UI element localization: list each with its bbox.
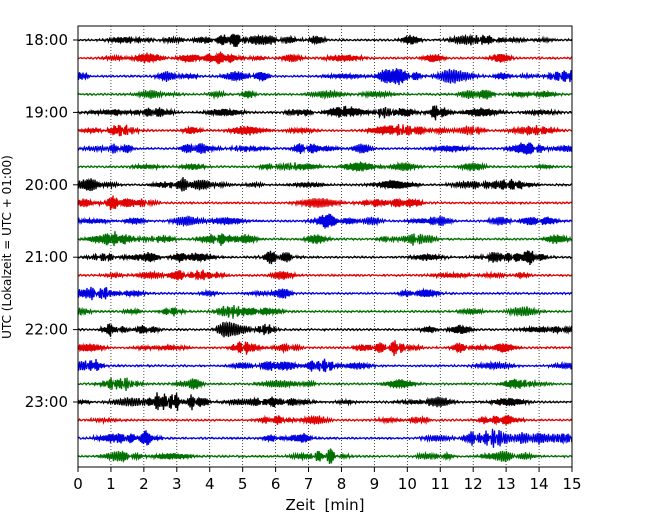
trace-2315 <box>77 414 573 426</box>
x-tick-label: 10 <box>398 475 417 493</box>
trace-2100 <box>77 250 573 266</box>
y-axis-label: UTC (Lokalzeit = UTC + 01:00) <box>0 155 14 339</box>
trace-2230 <box>77 358 573 373</box>
x-tick-label: 7 <box>304 475 314 493</box>
trace-1900 <box>77 105 573 121</box>
trace-1945 <box>77 161 573 173</box>
x-tick-label: 4 <box>205 475 215 493</box>
trace-2030 <box>77 213 573 229</box>
trace-2345 <box>77 448 573 465</box>
x-tick-label: 1 <box>106 475 116 493</box>
x-tick-label: 0 <box>73 475 83 493</box>
trace-1845 <box>77 89 573 100</box>
x-tick-label: 12 <box>464 475 483 493</box>
x-tick-label: 2 <box>139 475 149 493</box>
x-tick-label: 3 <box>172 475 182 493</box>
trace-2000 <box>77 177 573 192</box>
x-axis-ticks: 0 1 2 3 4 5 6 7 8 9 10 11 12 13 14 15 <box>73 467 582 493</box>
trace-2130 <box>77 286 573 301</box>
trace-2015 <box>77 195 573 211</box>
y-axis-ticks: 18:00 19:00 20:00 21:00 22:00 23:00 <box>25 31 78 411</box>
x-tick-label: 9 <box>370 475 380 493</box>
trace-2245 <box>77 377 573 391</box>
x-tick-label: 15 <box>562 475 581 493</box>
trace-1800 <box>77 33 573 47</box>
plot-frame <box>77 25 573 468</box>
y-tick-label: 19:00 <box>25 103 68 121</box>
x-tick-label: 11 <box>431 475 450 493</box>
x-tick-label: 6 <box>271 475 281 493</box>
trace-1815 <box>77 51 573 65</box>
trace-1930 <box>77 142 573 155</box>
trace-2115 <box>77 269 573 281</box>
x-tick-label: 13 <box>497 475 516 493</box>
y-tick-label: 18:00 <box>25 31 68 49</box>
y-tick-label: 22:00 <box>25 321 68 339</box>
y-tick-label: 23:00 <box>25 393 68 411</box>
y-tick-label: 20:00 <box>25 176 68 194</box>
x-axis-label: Zeit [min] <box>285 496 364 514</box>
trace-2200 <box>77 321 573 338</box>
trace-1915 <box>77 123 573 137</box>
trace-2330 <box>77 428 573 448</box>
trace-2300 <box>77 392 573 411</box>
trace-2045 <box>77 231 573 247</box>
trace-2215 <box>77 340 573 357</box>
trace-2145 <box>77 304 573 319</box>
x-tick-label: 5 <box>238 475 248 493</box>
y-tick-label: 21:00 <box>25 248 68 266</box>
trace-1830 <box>77 68 573 86</box>
x-tick-label: 8 <box>337 475 347 493</box>
x-tick-label: 14 <box>530 475 549 493</box>
seismogram-traces <box>77 33 573 465</box>
